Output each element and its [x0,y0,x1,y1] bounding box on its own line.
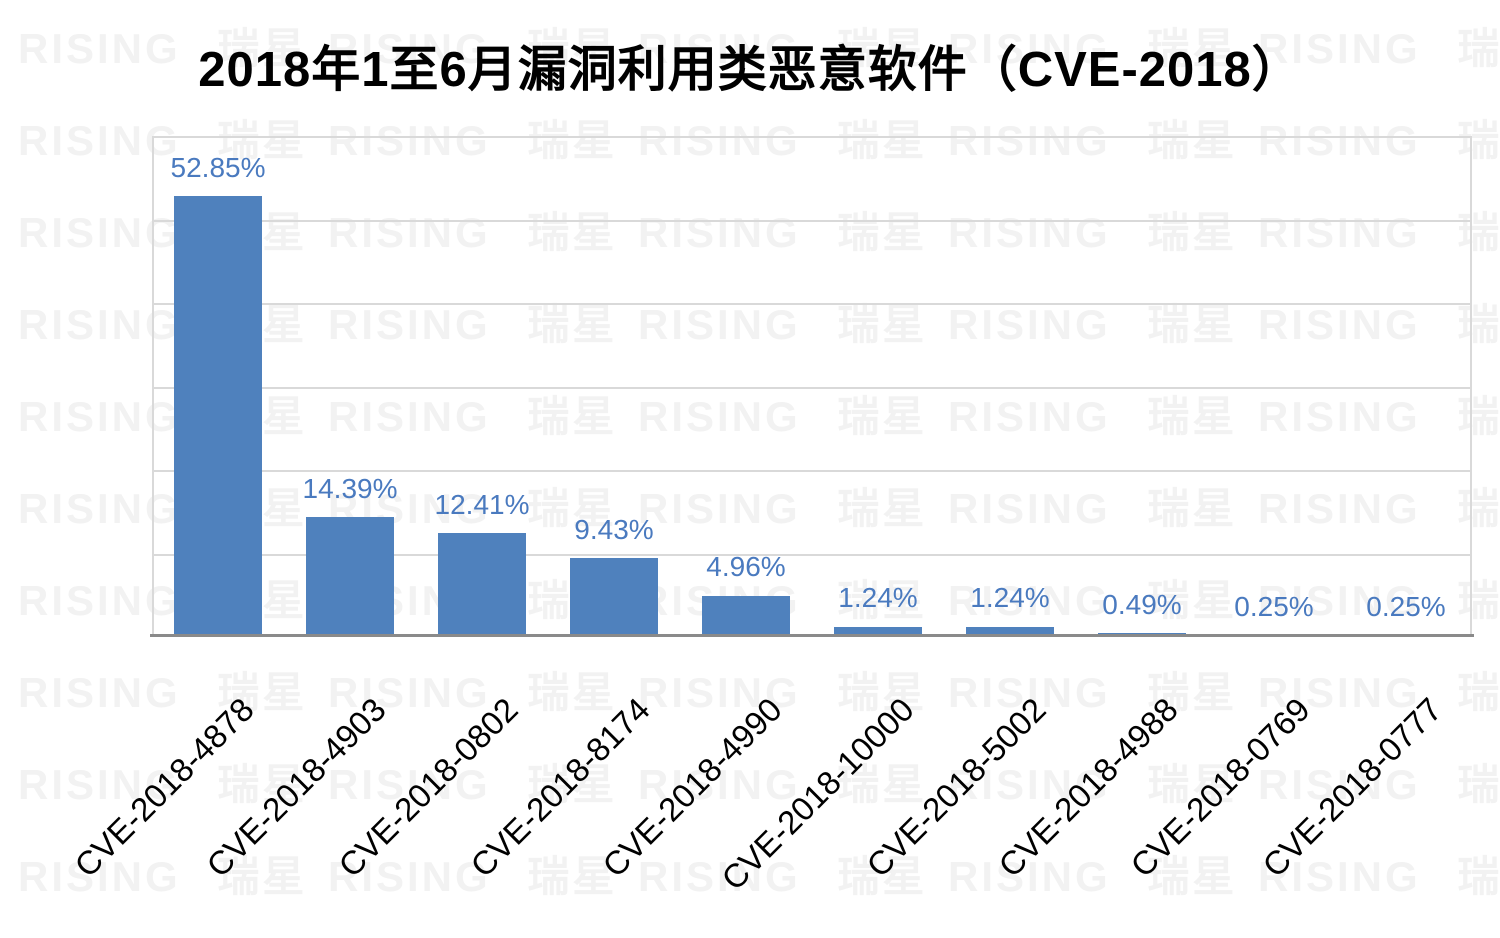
watermark-text: RISING 瑞星 [948,25,1238,72]
watermark-text: RISING 瑞星 [328,117,618,164]
y-axis-line [152,136,154,637]
watermark-text: RISING 瑞星 [1258,485,1500,532]
watermark-text: RISING 瑞星 [1258,393,1500,440]
bar-value-label: 0.25% [1366,590,1446,622]
watermark-text: RISING 瑞星 [1258,117,1500,164]
watermark-text: RISING 瑞星 [948,577,1238,624]
chart-title: 2018年1至6月漏洞利用类恶意软件（CVE-2018） [198,43,1302,97]
bar-value-label: 0.25% [1234,590,1314,622]
watermark-text: RISING 瑞星 [1258,209,1500,256]
plot-area: 52.85% 14.39% 12.41% 9.43% 4.96% 1.24% 1.24% 0.… [150,136,1474,637]
gridline [152,553,1472,556]
x-axis-line [150,634,1474,637]
gridline [152,303,1472,305]
bar [306,516,394,637]
plot-right-border [1470,136,1472,637]
bar-value-label: 9.43% [574,514,654,546]
bar [438,533,526,637]
watermark-text: RISING 瑞星 [328,25,618,72]
watermark-text: RISING 瑞星 [638,393,928,440]
watermark-text: RISING 瑞星 [328,853,618,900]
bar-value-label: 52.85% [170,151,266,183]
bar [174,195,262,637]
watermark-text: RISING 瑞星 [1258,669,1500,716]
watermark-text: RISING 瑞星 [1258,25,1500,72]
watermark-text: RISING 瑞星 [638,117,928,164]
watermark-text: RISING 瑞星 [638,25,928,72]
watermark-text: RISING 瑞星 [948,301,1238,348]
watermark-text: RISING 瑞星 [638,209,928,256]
watermark-text: RISING 瑞星 [638,301,928,348]
watermark-text: RISING 瑞星 [18,25,308,72]
watermark-text: RISING 瑞星 [948,209,1238,256]
bar-value-label: 1.24% [838,582,918,614]
watermark-text: RISING 瑞星 [948,853,1238,900]
x-axis-label: CVE-2018-4878 [67,690,261,885]
watermark-text: RISING 瑞星 [948,485,1238,532]
watermark-text: RISING 瑞星 [328,209,618,256]
bar-value-label: 14.39% [302,472,398,504]
watermark-text: RISING 瑞星 [638,485,928,532]
bar-value-label: 4.96% [706,551,786,583]
watermark-text: RISING 瑞星 [18,761,308,808]
watermark-text: RISING 瑞星 [1258,853,1500,900]
bar-value-label: 0.49% [1102,588,1182,620]
bar [966,626,1054,637]
gridline [152,219,1472,222]
watermark-text: RISING 瑞星 [18,853,308,900]
gridline [152,470,1472,472]
watermark-text: RISING 瑞星 [638,853,928,900]
watermark-text: RISING 瑞星 [328,393,618,440]
bar-value-label: 12.41% [434,489,530,521]
watermark-text: RISING 瑞星 [1258,301,1500,348]
watermark-text: RISING 瑞星 [18,669,308,716]
watermark-text: RISING 瑞星 [328,761,618,808]
watermark-text: RISING 瑞星 [638,761,928,808]
bar-value-label: 1.24% [970,582,1050,614]
gridline [152,136,1472,138]
watermark-text: RISING 瑞星 [1258,577,1500,624]
watermark-text: RISING 瑞星 [948,669,1238,716]
watermark-text: RISING 瑞星 [18,117,308,164]
bar [834,626,922,637]
bar [570,558,658,637]
watermark-text: RISING 瑞星 [328,669,618,716]
watermark-text: RISING 瑞星 [638,669,928,716]
watermark-text: RISING 瑞星 [948,117,1238,164]
watermark-text: RISING 瑞星 [948,393,1238,440]
watermark-text: RISING 瑞星 [948,761,1238,808]
bar [702,595,790,637]
watermark-text: RISING 瑞星 [1258,761,1500,808]
gridline [152,386,1472,389]
watermark-text: RISING 瑞星 [328,301,618,348]
